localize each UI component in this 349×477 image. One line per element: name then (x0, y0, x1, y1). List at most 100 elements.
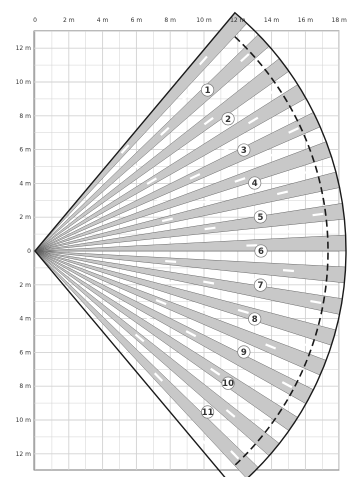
beam-gap (230, 450, 240, 460)
beam-ray (34, 250, 289, 431)
beam-gap (234, 177, 246, 183)
beam-ray (34, 141, 327, 252)
y-tick-label: 2 m (19, 282, 31, 289)
beam-gap (161, 217, 174, 223)
fan-outline (34, 11, 347, 477)
beam-gap (146, 177, 158, 185)
beam-gap (120, 144, 130, 154)
zone-marker (248, 312, 262, 326)
beam-gap (299, 341, 311, 348)
beam-ray (34, 46, 270, 252)
beam-gap (182, 91, 192, 101)
x-tick-label: 8 m (164, 17, 176, 24)
beam-gap (176, 148, 187, 157)
beam-gap (155, 196, 167, 203)
y-tick-label: 12 m (16, 451, 32, 458)
beam-ray (34, 250, 343, 299)
zone-number: 1 (205, 86, 211, 96)
y-tick-label: 6 m (19, 349, 31, 356)
zone-marker (201, 405, 215, 419)
beam-ray (34, 250, 307, 404)
beam-ray (34, 234, 346, 252)
x-tick-label: 4 m (97, 17, 109, 24)
beam-wedge (35, 251, 259, 477)
beam-wedge (35, 84, 306, 251)
y-tick-label: 4 m (19, 316, 31, 323)
x-tick-label: 18 m (332, 17, 348, 24)
beam-gap (225, 84, 236, 93)
x-tick-label: 0 (33, 17, 37, 24)
beam-wedge (35, 12, 247, 252)
beam-gap (203, 280, 215, 285)
y-axis-ticks: 12 m 10 m 8 m 6 m 4 m 2 m 0 2 m 4 m 6 m 8 m 10 m 12 … (16, 45, 32, 458)
y-tick-label: 10 m (16, 417, 32, 424)
zone-number: 3 (241, 146, 247, 156)
x-tick-label: 16 m (298, 17, 314, 24)
beam-ray (34, 250, 246, 477)
x-axis-ticks: 0 2 m 4 m 6 m 8 m 10 m 12 m 14 m 16 m 18 m (33, 17, 347, 24)
beam-ray (34, 98, 307, 252)
beam-gap (265, 343, 277, 350)
beam-fan (34, 12, 346, 477)
beam-ray (34, 112, 314, 252)
beam-gap (204, 226, 216, 231)
zone-labels: 1 2 3 4 5 6 7 8 9 10 11 (201, 83, 268, 419)
dashed-range-arc (234, 36, 329, 466)
beam-gap (196, 305, 208, 312)
beam-gap (189, 393, 200, 403)
beam-gap (276, 306, 289, 312)
beam-gap (134, 333, 145, 343)
beam-gap (134, 159, 145, 169)
zone-marker (201, 83, 215, 97)
beam-gap (247, 116, 259, 125)
beam-gap (153, 372, 164, 382)
y-tick-label: 10 m (16, 79, 32, 86)
beam-ray (34, 218, 345, 252)
beam-gap (282, 269, 295, 273)
beam-gap (226, 339, 237, 346)
beam-gap (198, 199, 211, 205)
beam-ray (34, 71, 289, 252)
beam-wedge (35, 172, 340, 251)
x-tick-label: 6 m (131, 17, 143, 24)
beam-gap (266, 88, 278, 97)
beam-ray (34, 203, 343, 252)
beam-ray (34, 250, 259, 468)
beam-gap (258, 417, 269, 426)
y-tick-label: 12 m (16, 45, 32, 52)
beam-wedge (35, 141, 332, 251)
beam-ray (34, 250, 332, 346)
zone-marker (237, 143, 251, 157)
zone-marker (248, 176, 262, 190)
beam-ray (34, 34, 259, 252)
beam-ray (34, 250, 327, 361)
beam-gap (288, 127, 300, 134)
beam-gap (161, 279, 174, 285)
beam-gap (225, 409, 236, 418)
y-tick-label: 8 m (19, 113, 31, 120)
zone-marker (237, 345, 251, 359)
beam-gap (310, 299, 322, 305)
beam-gap (198, 55, 208, 66)
beam-gap (240, 53, 250, 63)
zone-marker (253, 210, 267, 224)
zone-marker (221, 112, 235, 126)
beam-gap (120, 348, 130, 358)
beam-gap (312, 212, 324, 217)
beam-wedge (35, 251, 327, 376)
beam-gap (276, 190, 289, 196)
zone-number: 4 (252, 179, 258, 189)
beam-ray (34, 187, 340, 252)
beam-gap (237, 308, 249, 315)
beam-gap (221, 145, 232, 153)
zone-number: 10 (222, 379, 234, 389)
beam-gap (160, 126, 170, 136)
zone-number: 6 (258, 247, 264, 257)
y-tick-label: 4 m (19, 180, 31, 187)
beam-wedge (35, 251, 280, 456)
beam-gap (155, 299, 167, 306)
beam-ray (34, 250, 321, 376)
zone-marker (221, 376, 235, 390)
